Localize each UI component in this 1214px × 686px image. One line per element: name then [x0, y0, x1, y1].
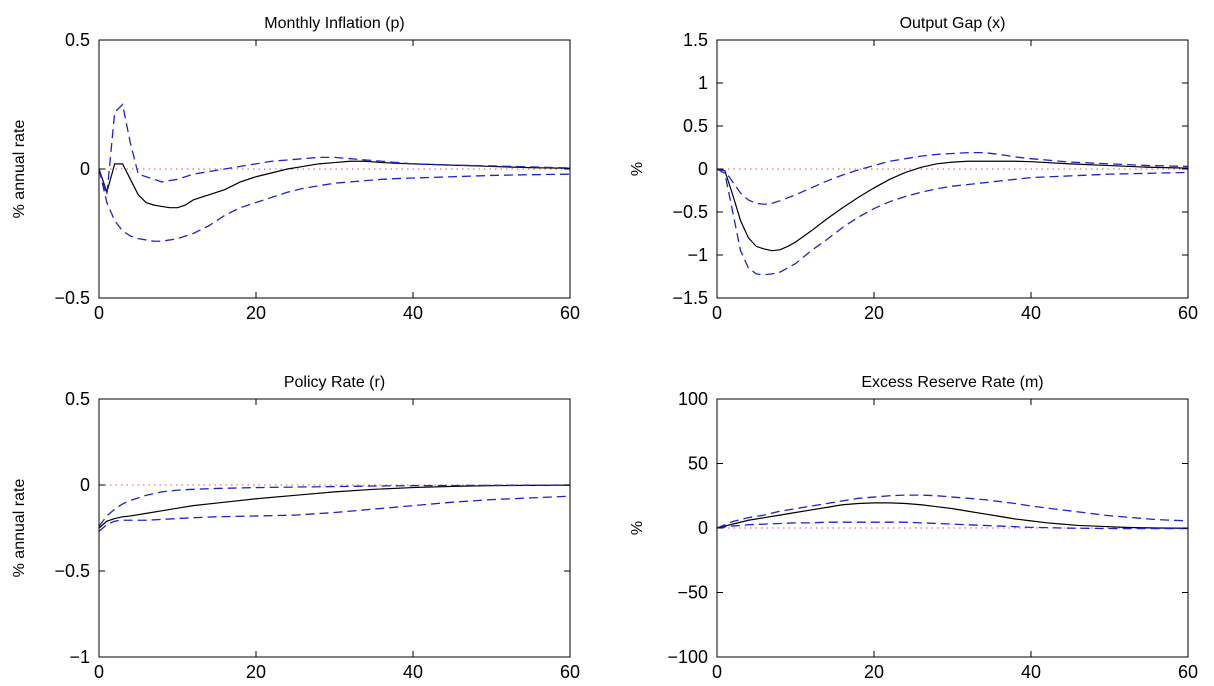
y-tick-label: −0.5 — [54, 288, 90, 308]
x-tick-label: 60 — [560, 662, 580, 682]
x-tick-label: 40 — [403, 303, 423, 323]
y-tick-label: 0.5 — [65, 389, 90, 409]
upper-band-line — [716, 152, 1189, 205]
y-tick-label: −0.5 — [54, 561, 90, 581]
panel-output-gap: 0 20 40 60 −1.5 −1 −0.5 0 0.5 1 1.5 Output Gap (x)% — [629, 15, 1198, 323]
y-tick-label: 1.5 — [683, 30, 708, 50]
y-tick-label: 50 — [688, 454, 708, 474]
chart-title: Output Gap (x) — [900, 15, 1006, 32]
y-tick-label: 1 — [698, 73, 708, 93]
median-response-line — [98, 160, 571, 209]
lower-band-line — [98, 495, 571, 532]
y-tick-label: 0 — [80, 159, 90, 179]
y-tick-label: 0 — [698, 518, 708, 538]
x-tick-label: 0 — [712, 303, 722, 323]
y-axis-label: % — [629, 521, 646, 535]
x-tick-label: 60 — [1178, 303, 1198, 323]
x-tick-label: 20 — [864, 662, 884, 682]
x-tick-label: 40 — [1021, 303, 1041, 323]
x-tick-label: 0 — [94, 303, 104, 323]
y-tick-label: 0 — [80, 475, 90, 495]
axes-frame — [98, 39, 571, 299]
y-tick-label: 0.5 — [65, 30, 90, 50]
y-tick-label: −0.5 — [672, 202, 708, 222]
y-tick-label: 0.5 — [683, 116, 708, 136]
y-tick-label: 100 — [678, 389, 708, 409]
median-response-line — [98, 484, 571, 529]
y-axis-label: % annual rate — [11, 120, 28, 219]
panel-policy-rate: 0 20 40 60 −1 −0.5 0 0.5 Policy Rate (r) % annual… — [11, 374, 580, 682]
upper-band-line — [98, 103, 571, 195]
chart-title: Monthly Inflation (p) — [264, 15, 405, 32]
y-tick-label: 0 — [698, 159, 708, 179]
x-tick-label: 0 — [94, 662, 104, 682]
y-tick-label: −1 — [687, 245, 708, 265]
y-axis-label: % — [629, 162, 646, 176]
chart-title: Policy Rate (r) — [284, 374, 385, 391]
y-tick-label: −1.5 — [672, 288, 708, 308]
x-tick-label: 0 — [712, 662, 722, 682]
chart-title: Excess Reserve Rate (m) — [861, 374, 1043, 391]
x-tick-label: 60 — [1178, 662, 1198, 682]
upper-band-line — [98, 484, 571, 527]
panel-excess-reserve-rate: 0 20 40 60 −100 −50 0 50 100 Excess Reserve Rate … — [629, 374, 1198, 682]
upper-band-line — [716, 494, 1189, 529]
median-response-line — [716, 160, 1189, 252]
lower-band-line — [716, 168, 1189, 276]
y-tick-label: −50 — [677, 583, 708, 603]
lower-band-line — [98, 168, 571, 242]
lower-band-line — [716, 521, 1188, 530]
x-tick-label: 20 — [246, 303, 266, 323]
x-tick-label: 20 — [864, 303, 884, 323]
y-tick-label: −100 — [667, 647, 708, 667]
x-tick-label: 40 — [1021, 662, 1041, 682]
x-tick-label: 20 — [246, 662, 266, 682]
x-tick-label: 60 — [560, 303, 580, 323]
axes-frame — [98, 398, 571, 658]
median-response-line — [716, 502, 1189, 529]
y-axis-label: % annual rate — [11, 479, 28, 578]
y-tick-label: −1 — [69, 647, 90, 667]
x-tick-label: 40 — [403, 662, 423, 682]
axes-frame — [716, 39, 1189, 299]
